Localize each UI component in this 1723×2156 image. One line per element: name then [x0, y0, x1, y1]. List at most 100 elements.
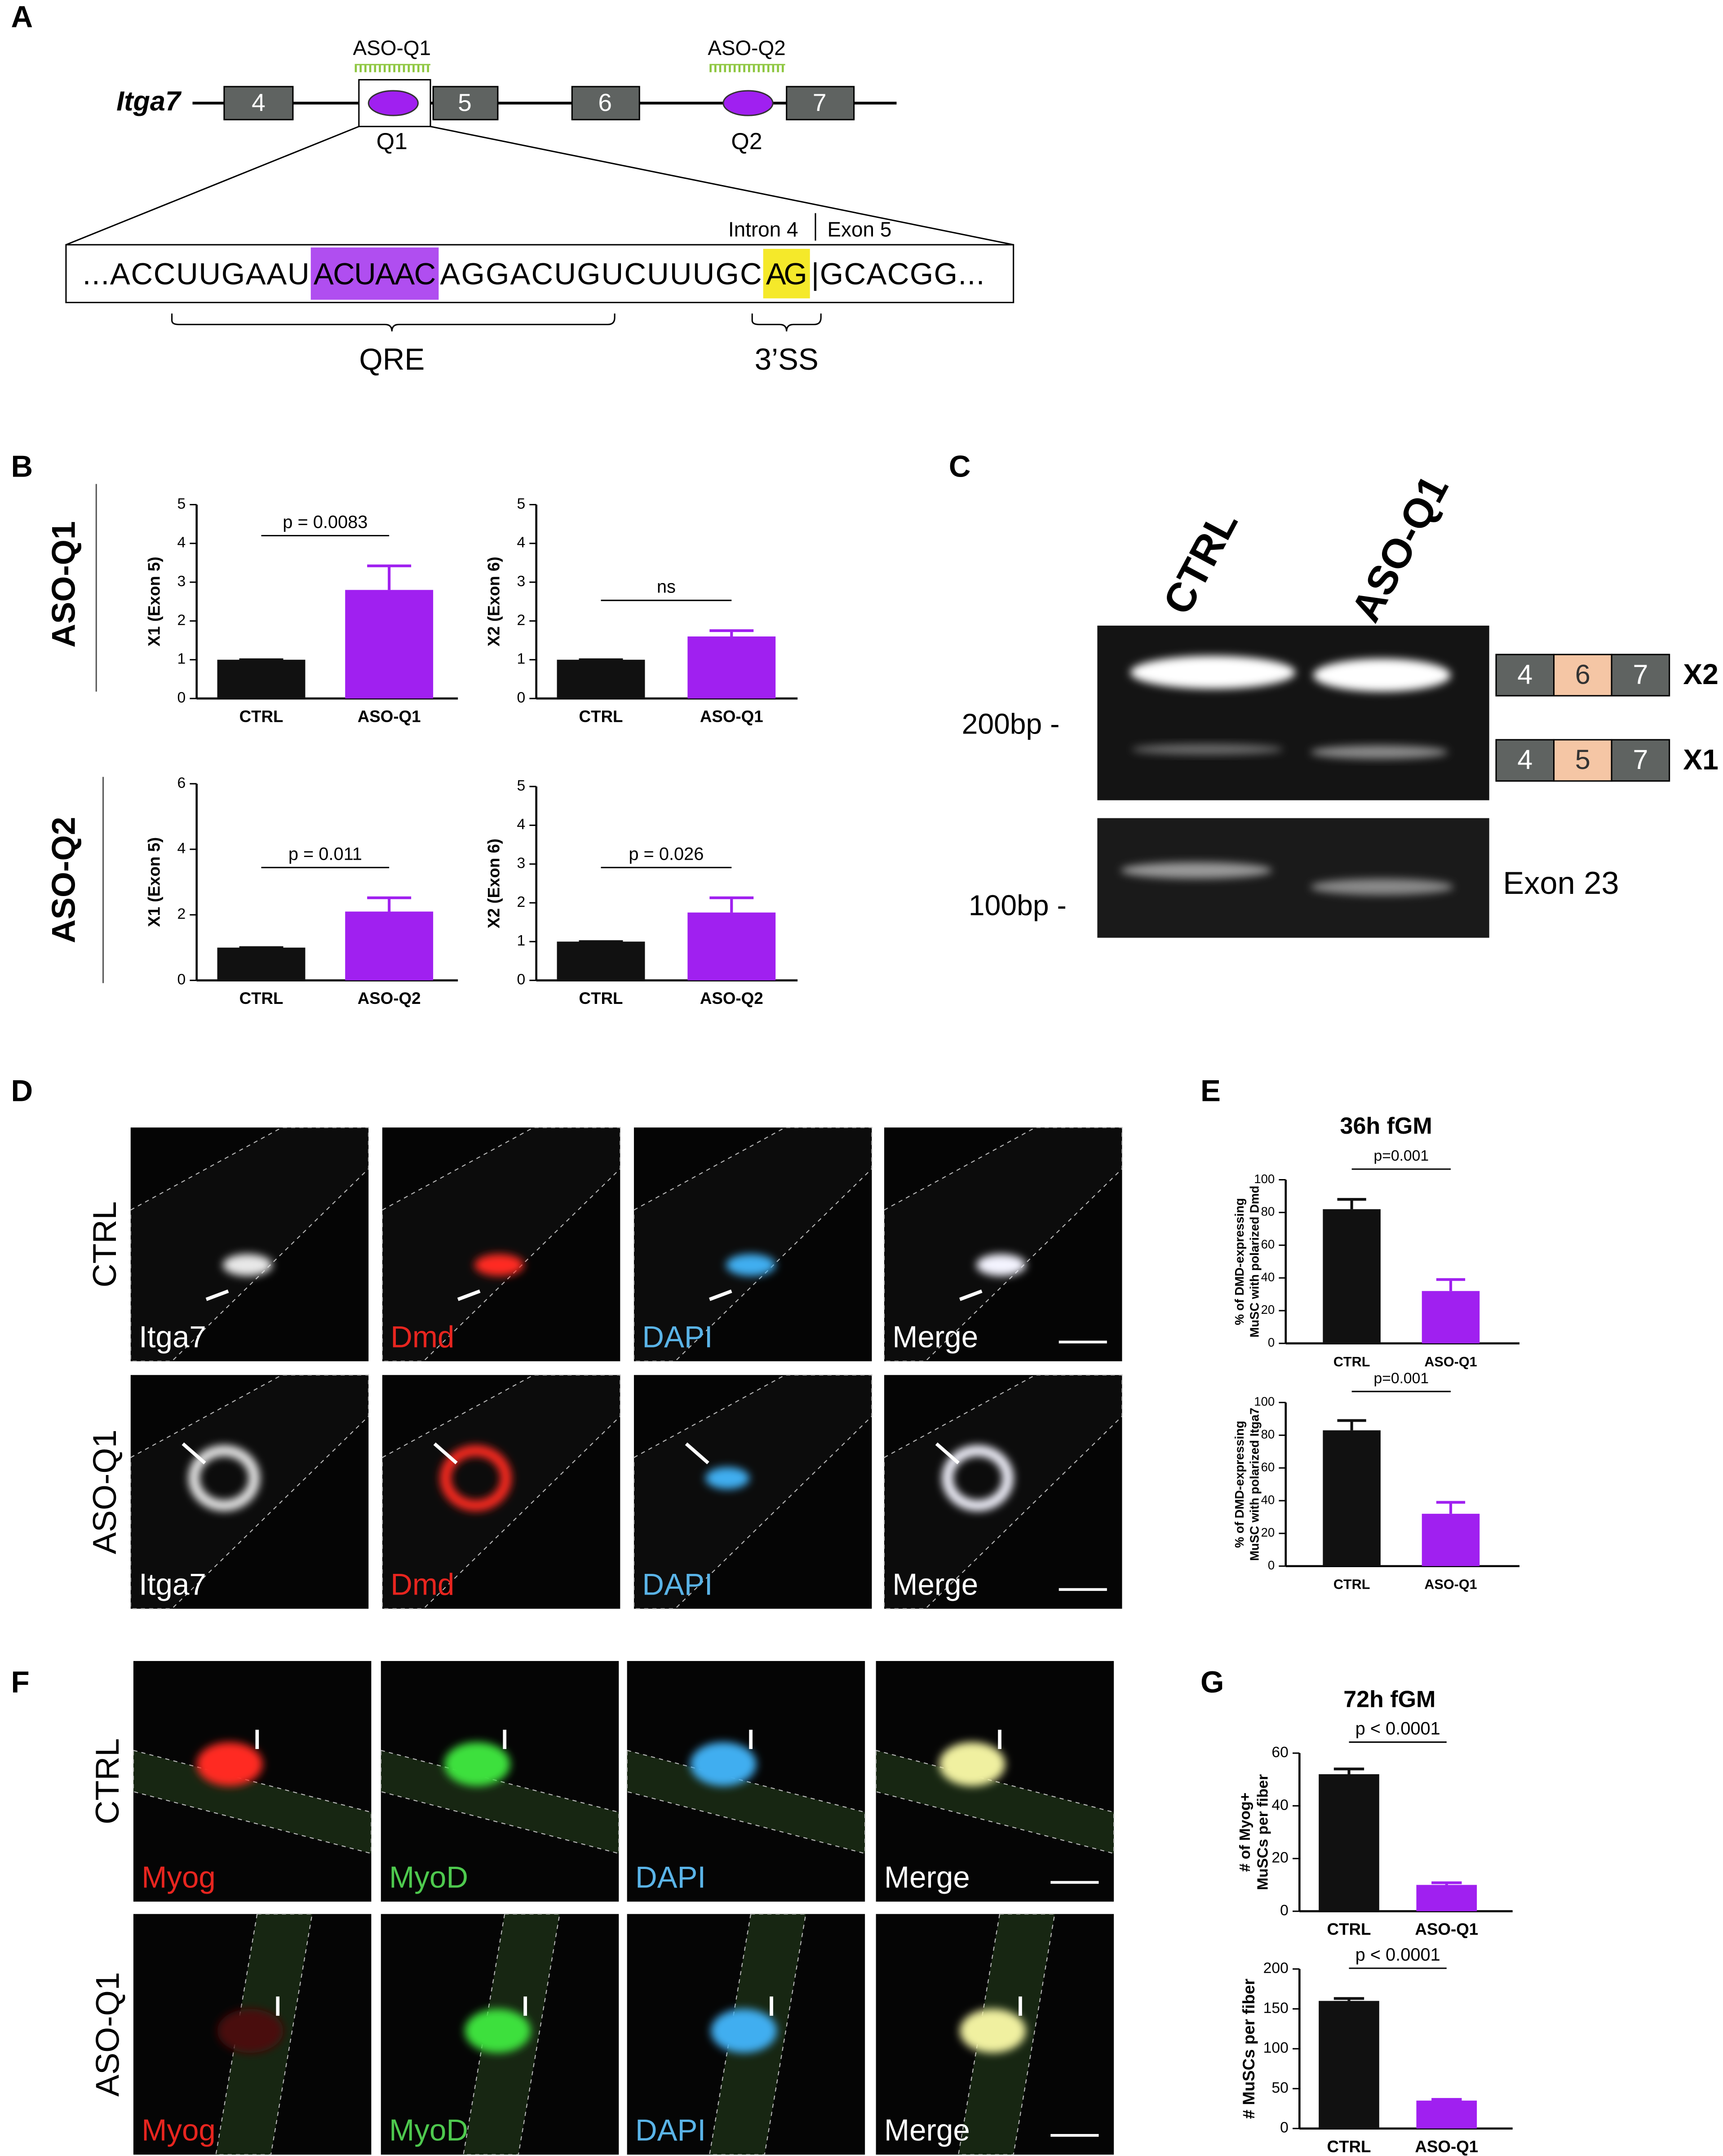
micrograph [130, 1127, 369, 1361]
fiber [633, 1374, 873, 1609]
channel-label: Dmd [390, 1568, 454, 1601]
panel-label: G [1200, 1666, 1224, 1699]
y-tick-label: 5 [517, 495, 525, 512]
y-tick-label: 3 [517, 855, 525, 872]
panel-label: A [11, 0, 33, 34]
bar [1416, 2100, 1477, 2129]
channel-label: Myog [142, 1860, 216, 1894]
exon-label: 4 [1517, 744, 1533, 775]
micrograph [382, 1127, 620, 1361]
arrow [457, 1289, 481, 1301]
cell [217, 2009, 283, 2053]
x-tick-label: ASO-Q1 [700, 707, 763, 726]
row-label: ASO-Q1 [44, 521, 82, 648]
cell [960, 2009, 1026, 2053]
y-axis-label: MuSC with polarized Dmd [1248, 1186, 1262, 1338]
y-tick-label: 40 [1261, 1270, 1275, 1284]
bar [557, 941, 645, 981]
arrow [182, 1442, 206, 1465]
bar [687, 636, 776, 699]
y-tick-label: 0 [1280, 1902, 1289, 1919]
y-axis-label: MuSC with polarized Itga7 [1248, 1408, 1262, 1561]
annotation: p = 0.0083 [283, 512, 368, 532]
y-tick-label: 60 [1261, 1460, 1275, 1474]
y-tick-label: 0 [517, 689, 525, 706]
y-tick-label: 100 [1263, 2040, 1289, 2056]
fiber [626, 1750, 866, 1854]
fiber [130, 1127, 369, 1362]
y-tick-label: 200 [1263, 1960, 1289, 1977]
channel-label: Myog [142, 2114, 216, 2147]
y-tick-label: 3 [177, 573, 186, 590]
fiber [381, 1127, 621, 1362]
y-tick-label: 4 [177, 840, 186, 857]
channel-label: Merge [892, 1320, 978, 1354]
aso-label: ASO-Q2 [708, 36, 785, 59]
exon-box [1611, 654, 1670, 697]
gel [1097, 625, 1489, 800]
chart-title: 72h fGM [1343, 1686, 1435, 1712]
annotation: ns [657, 577, 676, 597]
site-label: Q1 [376, 128, 407, 155]
y-axis-label: # MuSCs per fiber [1240, 1979, 1258, 2119]
row-label: ASO-Q1 [89, 1972, 126, 2097]
cell [976, 1254, 1026, 1276]
y-tick-label: 0 [177, 972, 186, 988]
annotation: p=0.001 [1374, 1148, 1429, 1164]
exon-box [1495, 739, 1555, 782]
exon-box [223, 86, 294, 120]
y-tick-label: 2 [177, 612, 186, 628]
bar [1422, 1291, 1480, 1343]
x-tick-label: ASO-Q1 [1424, 1354, 1477, 1370]
channel-label: Merge [884, 2114, 970, 2147]
band [1313, 658, 1451, 692]
bar [345, 590, 434, 699]
annotation: p < 0.0001 [1355, 1719, 1440, 1739]
y-axis-label: # of Myog+ [1237, 1793, 1253, 1872]
exon-label: 5 [458, 88, 472, 116]
exon-box [1611, 739, 1670, 782]
zoom-line [430, 126, 1014, 246]
y-tick-label: 150 [1263, 2000, 1289, 2016]
exon-label: 7 [1633, 744, 1648, 775]
y-tick-label: 6 [177, 775, 186, 791]
exon-label: 6 [598, 88, 612, 116]
aso-label: ASO-Q1 [353, 36, 431, 59]
x-tick-label: CTRL [1327, 2137, 1371, 2156]
y-tick-label: 100 [1254, 1395, 1275, 1409]
exon-label: Exon 5 [827, 217, 891, 241]
micrograph [633, 1127, 872, 1361]
bar [1323, 1209, 1381, 1343]
exon-box [1553, 654, 1612, 697]
y-tick-label: 1 [517, 932, 525, 949]
x-tick-label: CTRL [239, 989, 283, 1007]
y-axis-label: MuSCs per fiber [1255, 1774, 1271, 1890]
y-tick-label: 3 [517, 573, 525, 590]
fiber [133, 1750, 372, 1854]
exon-label: 4 [1517, 659, 1533, 689]
channel-label: DAPI [635, 2114, 706, 2147]
micrograph [633, 1375, 872, 1609]
y-tick-label: 60 [1261, 1237, 1275, 1251]
micrograph [133, 1661, 372, 1902]
x-tick-label: CTRL [1327, 1920, 1371, 1939]
arrow [433, 1442, 458, 1465]
exon-label: 6 [1575, 659, 1590, 689]
bar [1422, 1514, 1480, 1566]
fiber [875, 1750, 1115, 1854]
y-tick-label: 2 [177, 906, 186, 923]
exon-box [786, 86, 855, 120]
y-axis-label: X2 (Exon 6) [485, 557, 503, 646]
micrograph [884, 1127, 1122, 1361]
intron-label: Intron 4 [728, 217, 798, 241]
y-tick-label: 2 [517, 612, 525, 628]
x-tick-label: CTRL [239, 707, 283, 726]
sequence: AG [766, 257, 807, 291]
fiber [381, 1374, 621, 1609]
fiber [883, 1374, 1123, 1609]
exon-label: 4 [252, 88, 266, 116]
bracket-label: QRE [359, 343, 425, 376]
bar [217, 947, 306, 981]
